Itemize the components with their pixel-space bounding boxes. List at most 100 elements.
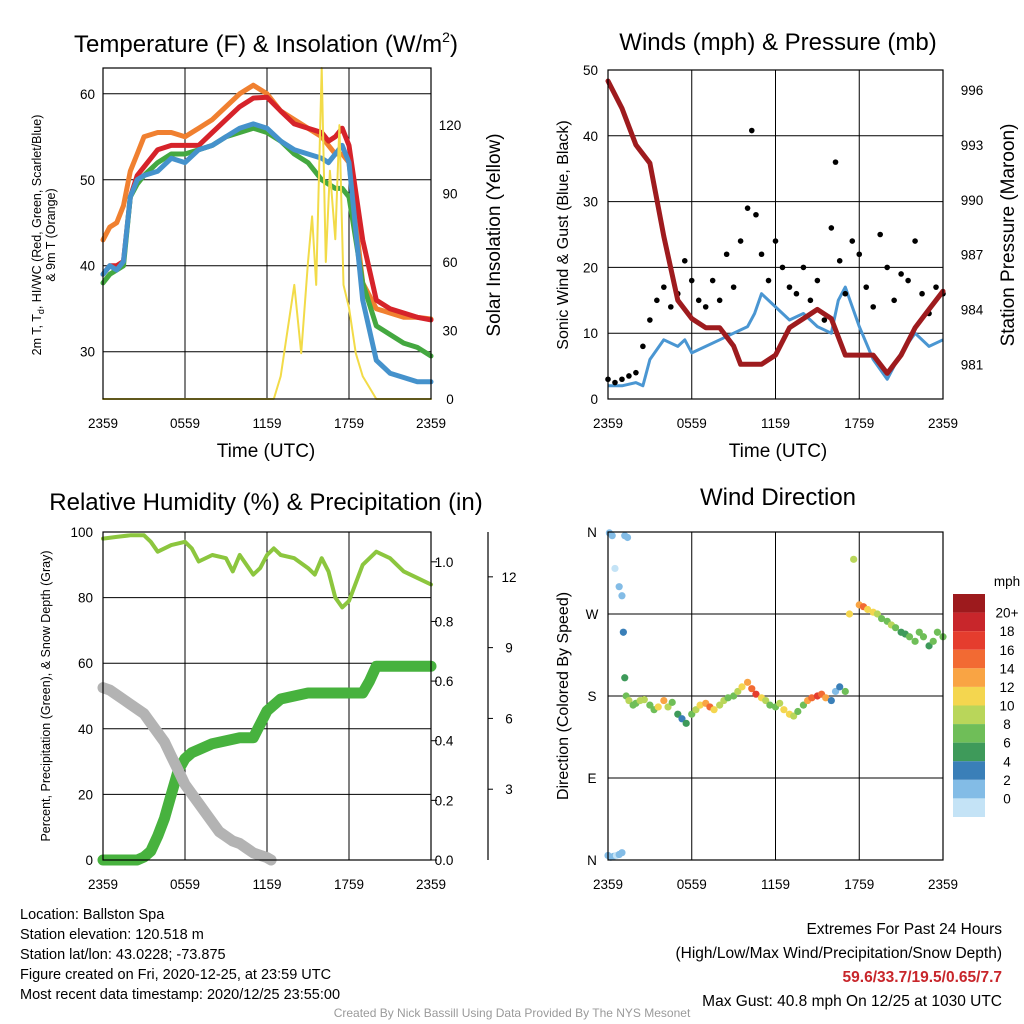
temperature-xlabel: Time (UTC)	[217, 441, 316, 462]
pressure-line	[605, 78, 946, 376]
relative-humidity-line	[101, 533, 433, 610]
humidity-xtick-label: 2359	[416, 877, 446, 892]
wind-direction-point	[919, 633, 928, 641]
wind-direction-ytick-label: W	[586, 607, 599, 622]
wind-direction-point	[762, 696, 770, 705]
temperature-xtick-label: 1759	[334, 416, 364, 431]
legend-label: 4	[1003, 754, 1011, 769]
insolation-ytick-label: 0	[446, 392, 454, 407]
wind-direction-point	[790, 712, 798, 720]
wind-direction-ytick-label: N	[587, 525, 597, 540]
gust-point	[716, 297, 723, 304]
pressure-ytick-label: 993	[961, 138, 984, 153]
wind-direction-xtick-label: 2359	[593, 877, 623, 892]
winds-plot-frame	[607, 69, 944, 400]
wind-direction-point	[780, 706, 788, 714]
gust-point	[709, 277, 716, 284]
gust-point	[821, 317, 828, 323]
wind-direction-point	[933, 628, 942, 636]
wind-direction-point	[891, 624, 900, 632]
wind-ytick-label: 10	[583, 326, 598, 341]
wind-direction-point	[850, 555, 858, 563]
wind-direction-point	[618, 592, 626, 600]
max-gust: Max Gust: 40.8 mph On 12/25 at 1030 UTC	[702, 993, 1002, 1010]
gust-point	[640, 343, 646, 350]
temperature-xtick-label: 2359	[416, 416, 446, 431]
gust-point	[633, 369, 639, 376]
temperature-xtick-label: 1159	[252, 416, 281, 431]
legend-label: 6	[1003, 736, 1011, 751]
snow-ytick-label: 3	[505, 782, 513, 797]
legend-label: 20+	[996, 606, 1019, 621]
legend-color-swatch	[953, 798, 985, 817]
gust-point	[758, 251, 765, 258]
temperature-title: Temperature (F) & Insolation (W/m2)	[74, 29, 458, 58]
insolation-ytick-label: 120	[439, 118, 462, 133]
gust-point	[807, 297, 814, 304]
wind-direction-point	[646, 701, 654, 709]
wind-direction-point	[668, 698, 676, 706]
wind-ytick-label: 30	[583, 195, 598, 210]
wind-direction-point	[864, 605, 872, 614]
gust-point	[919, 290, 925, 297]
wind-direction-point	[929, 637, 937, 645]
wind-direction-point	[822, 694, 830, 702]
precip-ytick-label: 0.4	[435, 734, 454, 749]
precip-ytick-label: 1.0	[435, 555, 454, 570]
gust-point	[744, 205, 751, 211]
gust-point	[753, 211, 759, 218]
wind-direction-point	[724, 694, 732, 702]
wind-direction-point	[654, 703, 662, 711]
insolation-ytick-label: 90	[442, 187, 457, 202]
gust-point	[661, 284, 667, 290]
temperature-xtick-label: 2359	[88, 416, 118, 431]
wind-direction-point	[664, 703, 672, 711]
temperature-ylabel-line1: 2m T, Td, HI/WC (Red, Green, Scarlet/Blu…	[30, 115, 46, 356]
station-latlon: Station lat/lon: 43.0228; -73.875	[20, 947, 226, 963]
legend-label: 14	[999, 661, 1015, 676]
gust-point	[898, 271, 904, 277]
wind-direction-point	[905, 633, 914, 641]
wind-direction-point	[618, 849, 626, 857]
extremes-subtitle: (High/Low/Max Wind/Precipitation/Snow De…	[675, 945, 1003, 962]
insolation-ytick-label: 30	[442, 324, 457, 339]
wind-direction-point	[776, 699, 784, 707]
winds-xlabel: Time (UTC)	[729, 441, 828, 462]
wind-direction-point	[808, 694, 816, 702]
gust-point	[856, 251, 863, 258]
legend-label: 8	[1003, 717, 1011, 732]
legend-color-swatch	[953, 631, 985, 650]
legend-color-swatch	[953, 612, 985, 632]
gust-point	[863, 284, 870, 290]
pressure-ytick-label: 984	[961, 302, 984, 317]
humidity-xtick-label: 2359	[88, 877, 118, 892]
wind-direction-point	[743, 678, 752, 686]
wind-direction-point	[730, 692, 738, 700]
wind-direction-plot-frame	[607, 531, 944, 861]
pressure-ytick-label: 987	[961, 248, 984, 263]
gust-point	[832, 159, 839, 165]
wind-direction-point	[752, 690, 760, 698]
wind-direction-point	[915, 628, 923, 636]
gust-point	[681, 258, 688, 264]
winds-xtick-label: 1159	[761, 416, 790, 431]
temperature-panel: Temperature (F) & Insolation (W/m2) Time…	[30, 29, 505, 462]
wind-direction-point	[841, 687, 849, 696]
gust-point	[828, 225, 835, 231]
gust-point	[870, 304, 877, 310]
legend-label: 2	[1003, 773, 1011, 788]
wind-direction-point	[748, 685, 756, 693]
wind-direction-point	[925, 642, 933, 650]
wind-direction-point	[873, 610, 881, 618]
humidity-xtick-label: 1759	[334, 877, 364, 892]
wind-direction-ylabel: Direction (Colored By Speed)	[555, 592, 572, 800]
humidity-ylabel: Percent, Precipitation (Green), & Snow D…	[39, 550, 53, 841]
legend-color-swatch	[953, 761, 985, 780]
humidity-ytick-label: 20	[78, 787, 93, 802]
wind-direction-point	[794, 707, 802, 716]
wind-direction-point	[688, 710, 696, 718]
gust-point	[688, 277, 695, 284]
wind-direction-point	[682, 719, 690, 727]
snow-ytick-label: 9	[505, 641, 513, 656]
